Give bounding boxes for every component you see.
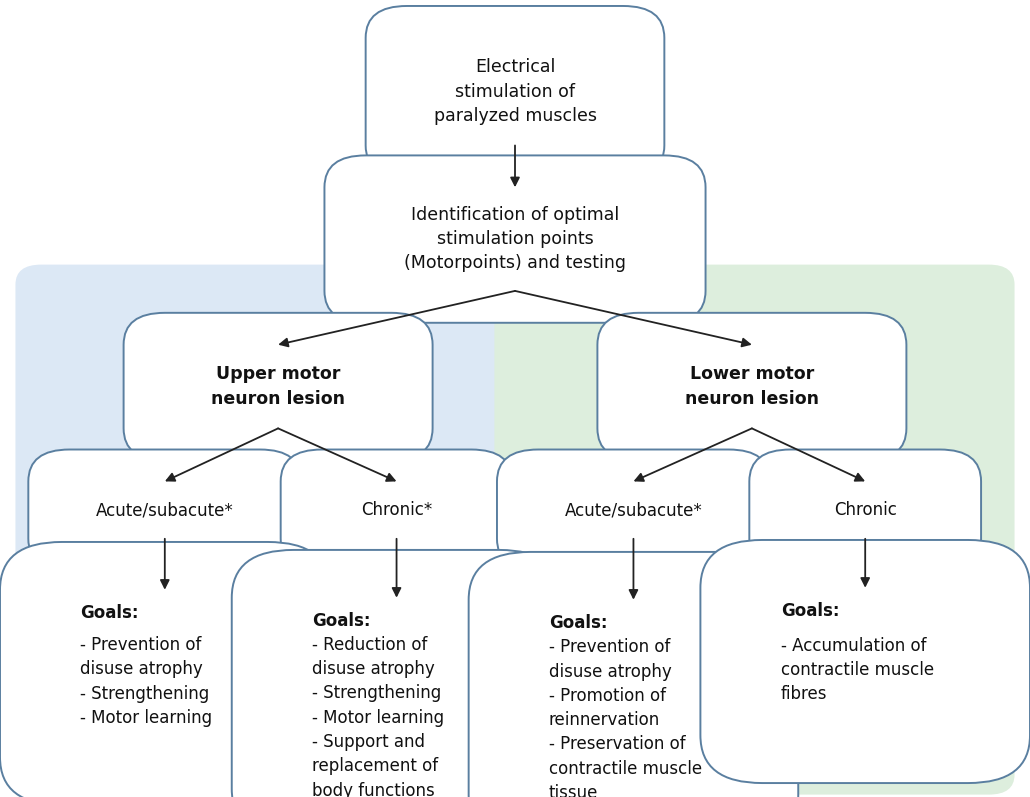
Text: - Prevention of
disuse atrophy
- Promotion of
reinnervation
- Preservation of
co: - Prevention of disuse atrophy - Promoti… — [549, 638, 702, 797]
FancyBboxPatch shape — [280, 450, 512, 571]
FancyBboxPatch shape — [0, 542, 330, 797]
Text: Chronic*: Chronic* — [360, 501, 433, 519]
FancyBboxPatch shape — [597, 313, 906, 461]
Text: Identification of optimal
stimulation points
(Motorpoints) and testing: Identification of optimal stimulation po… — [404, 206, 626, 273]
FancyBboxPatch shape — [232, 550, 561, 797]
FancyBboxPatch shape — [366, 6, 664, 178]
FancyBboxPatch shape — [700, 540, 1030, 783]
Text: Upper motor
neuron lesion: Upper motor neuron lesion — [211, 365, 345, 408]
Text: - Reduction of
disuse atrophy
- Strengthening
- Motor learning
- Support and
rep: - Reduction of disuse atrophy - Strength… — [312, 636, 444, 797]
Text: Acute/subacute*: Acute/subacute* — [564, 501, 702, 519]
FancyBboxPatch shape — [324, 155, 706, 323]
Text: Chronic: Chronic — [833, 501, 897, 519]
Text: Goals:: Goals: — [80, 604, 139, 622]
Text: Goals:: Goals: — [549, 614, 608, 632]
FancyBboxPatch shape — [15, 265, 536, 795]
Text: Goals:: Goals: — [312, 612, 371, 630]
Text: Acute/subacute*: Acute/subacute* — [96, 501, 234, 519]
Text: Electrical
stimulation of
paralyzed muscles: Electrical stimulation of paralyzed musc… — [434, 58, 596, 125]
FancyBboxPatch shape — [494, 265, 1015, 795]
FancyBboxPatch shape — [124, 313, 433, 461]
FancyBboxPatch shape — [749, 450, 981, 571]
Text: Goals:: Goals: — [781, 603, 839, 620]
FancyBboxPatch shape — [29, 450, 302, 571]
Text: Lower motor
neuron lesion: Lower motor neuron lesion — [685, 365, 819, 408]
FancyBboxPatch shape — [496, 450, 770, 571]
FancyBboxPatch shape — [469, 552, 798, 797]
Text: - Accumulation of
contractile muscle
fibres: - Accumulation of contractile muscle fib… — [781, 637, 934, 703]
Text: - Prevention of
disuse atrophy
- Strengthening
- Motor learning: - Prevention of disuse atrophy - Strengt… — [80, 636, 212, 727]
